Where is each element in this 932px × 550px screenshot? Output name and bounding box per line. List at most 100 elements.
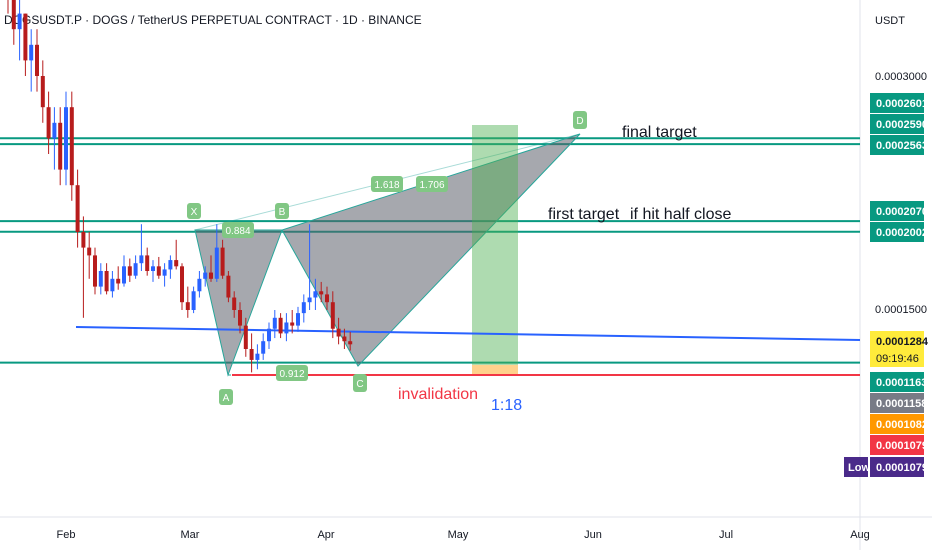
candle-body	[151, 266, 155, 271]
point-d-label: D	[576, 116, 583, 127]
candle-body	[168, 260, 173, 270]
badge-0002601-bg	[870, 93, 924, 113]
point-b-label: B	[279, 207, 286, 218]
candle-body	[278, 317, 283, 334]
badge-0001082: 0.0001082	[876, 419, 928, 431]
badge-0001079: 0.0001079	[876, 440, 928, 452]
ratio-1706-box	[416, 176, 448, 192]
candle-body	[11, 0, 16, 30]
candle-body	[301, 302, 306, 314]
x-tick-mar: Mar	[181, 529, 200, 541]
badge-low-bg	[870, 457, 924, 477]
candle-body	[122, 266, 126, 284]
candle-body	[255, 353, 260, 360]
candle-body	[296, 313, 300, 326]
candle-body	[284, 322, 289, 334]
badge-current-bg	[870, 331, 924, 367]
chart-title: DOGSUSDT.P · DOGS / TetherUS PERPETUAL C…	[4, 13, 422, 27]
candle-body	[325, 294, 329, 303]
badge-low: 0.0001079	[876, 462, 928, 474]
point-d-box	[573, 111, 587, 129]
candle-body	[238, 310, 242, 326]
candle-body	[23, 13, 28, 61]
candle-body	[69, 107, 74, 186]
candle-body	[98, 271, 103, 287]
candle-body	[133, 263, 138, 276]
candle-body	[232, 297, 237, 310]
x-tick-jul: Jul	[719, 529, 733, 541]
candle-body	[81, 232, 86, 248]
candle-body	[46, 107, 51, 139]
badge-0002002-bg	[870, 222, 924, 242]
badge-0001163-bg	[870, 372, 924, 392]
ratio-884-label: 0.884	[225, 226, 250, 237]
badge-0001158: 0.0001158	[876, 398, 927, 410]
badge-low-tag-bg	[844, 457, 868, 477]
candle-body	[35, 44, 39, 76]
candle-body	[127, 266, 132, 276]
support-trendline	[75, 326, 861, 341]
candle-body	[58, 122, 63, 170]
candle-body	[348, 341, 353, 345]
candle-body	[267, 328, 271, 342]
candle-body	[116, 278, 121, 284]
candle-body	[110, 278, 115, 292]
ratio-912-box	[276, 365, 308, 381]
point-x-box	[187, 203, 201, 219]
candle-body	[220, 247, 225, 276]
invalidation-text: invalidation	[398, 386, 478, 403]
badge-low-tag: Low	[848, 462, 870, 474]
candle-body	[307, 297, 312, 303]
badge-countdown: 09:19:46	[876, 353, 919, 365]
candle-body	[226, 275, 231, 298]
badge-0001158-bg	[870, 393, 924, 413]
candle-body	[93, 255, 97, 287]
x-tick-aug: Aug	[850, 529, 870, 541]
badge-0001082-bg	[870, 414, 924, 434]
candle-body	[40, 76, 45, 108]
first-target-text: first target	[548, 206, 620, 223]
candle-body	[243, 325, 248, 349]
x-tick-jun: Jun	[584, 529, 602, 541]
candle-body	[313, 291, 318, 298]
point-a-box	[219, 389, 233, 405]
y-tick-0001500: 0.0001500	[875, 304, 927, 316]
half-close-text: if hit half close	[630, 206, 731, 223]
candle-body	[180, 266, 184, 303]
candle-body	[249, 349, 254, 360]
y-tick-0003000: 0.0003000	[875, 71, 927, 83]
ratio-1706-label: 1.706	[419, 180, 444, 191]
badge-0002590: 0.0002590	[876, 119, 928, 131]
candle-body	[29, 44, 34, 61]
x-tick-apr: Apr	[317, 529, 334, 541]
badge-0002070: 0.0002070	[876, 206, 928, 218]
candle-body	[214, 247, 219, 279]
stop-zone	[472, 365, 518, 376]
candle-body	[203, 272, 208, 279]
candles	[7, 0, 353, 373]
badge-0001163: 0.0001163	[876, 377, 927, 389]
candle-body	[185, 302, 190, 310]
candle-body	[272, 317, 277, 329]
candle-body	[174, 260, 179, 267]
candle-body	[104, 271, 109, 292]
point-c-label: C	[356, 379, 363, 390]
badge-0002601: 0.00026011	[876, 98, 932, 110]
ratio-labels: 0.884 0.912 1.618 1.706	[222, 176, 448, 381]
candle-body	[197, 278, 202, 292]
candle-body	[209, 272, 213, 279]
candle-body	[145, 255, 150, 271]
candle-body	[156, 266, 161, 276]
candle-body	[336, 328, 341, 337]
badge-0002002: 0.0002002	[876, 227, 928, 239]
ratio-1618-label: 1.618	[374, 180, 399, 191]
badge-0002070-bg	[870, 201, 924, 221]
price-badges: 0.00026011 0.0002590 0.0002563 0.0002070…	[844, 93, 932, 477]
candle-body	[75, 185, 80, 232]
badge-0002563: 0.0002563	[876, 140, 928, 152]
badge-current-price: 0.0001284	[876, 336, 929, 348]
candle-body	[52, 122, 57, 139]
time-axis: Feb Mar Apr May Jun Jul Aug	[57, 529, 870, 541]
